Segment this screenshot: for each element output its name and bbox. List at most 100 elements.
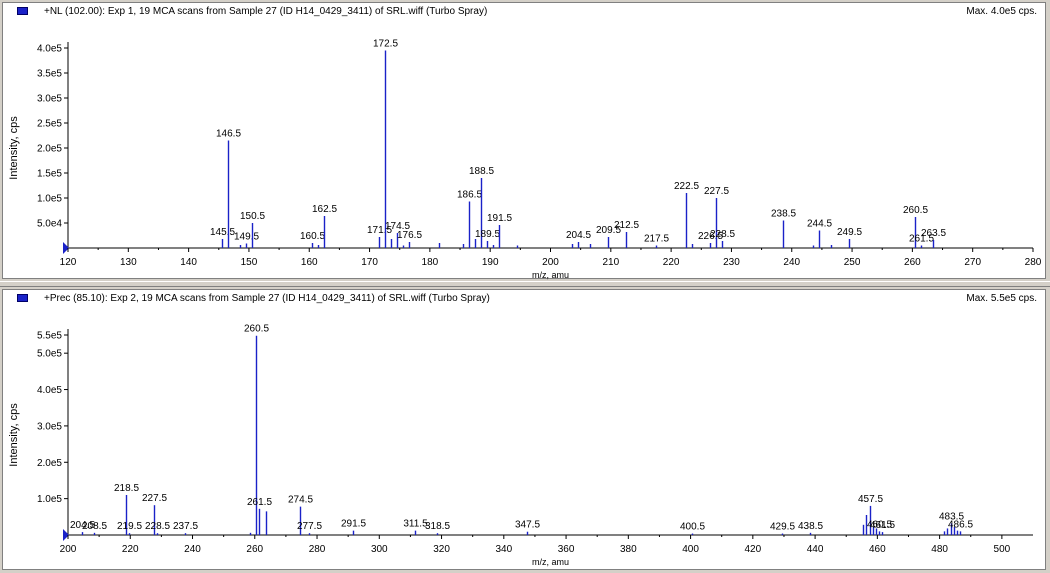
peak-label: 227.5 <box>142 493 167 504</box>
x-tick-label: 170 <box>361 257 378 268</box>
x-tick-label: 160 <box>301 257 318 268</box>
max-intensity-label: Max. 5.5e5 cps. <box>966 293 1037 304</box>
peak-label: 217.5 <box>644 234 669 245</box>
peak-label: 162.5 <box>312 204 337 215</box>
peak-label: 429.5 <box>770 522 795 533</box>
spectrum-plot-bottom[interactable]: 200 220 240 260 280 300 320 340 360 380 400 420 440 4… <box>3 290 1047 571</box>
x-tick-label: 280 <box>309 544 326 555</box>
peak-label: 274.5 <box>288 495 313 506</box>
y-tick-label: 2.5e5 <box>37 119 62 130</box>
x-tick-label: 400 <box>682 544 699 555</box>
peak-label: 438.5 <box>798 521 823 532</box>
x-tick-label: 140 <box>180 257 197 268</box>
peak-label: 486.5 <box>948 519 973 530</box>
peak-label: 261.5 <box>909 234 934 245</box>
y-tick-label: 2.0e5 <box>37 458 62 469</box>
peak-label: 204.5 <box>70 520 95 531</box>
x-tick-label: 340 <box>495 544 512 555</box>
peak-label: 461.5 <box>870 520 895 531</box>
peak-label: 400.5 <box>680 522 705 533</box>
x-tick-label: 270 <box>964 257 981 268</box>
peak-label: 457.5 <box>858 494 883 505</box>
peak-label: 244.5 <box>807 219 832 230</box>
x-tick-label: 200 <box>60 544 77 555</box>
x-tick-label: 220 <box>663 257 680 268</box>
peak-label: 238.5 <box>771 209 796 220</box>
x-tick-label: 220 <box>122 544 139 555</box>
y-axis-label: Intensity, cps <box>8 403 20 467</box>
peak-label: 227.5 <box>704 186 729 197</box>
peak-label: 260.5 <box>903 205 928 216</box>
x-tick-label: 150 <box>241 257 258 268</box>
peak-label: 171.5 <box>367 225 392 236</box>
y-tick-label: 5.0e4 <box>37 219 62 230</box>
peak-label: 219.5 <box>117 521 142 532</box>
peak-label: 228.5 <box>145 521 170 532</box>
y-tick-label: 1.0e5 <box>37 494 62 505</box>
y-tick-label: 1.0e5 <box>37 194 62 205</box>
x-tick-label: 500 <box>994 544 1011 555</box>
peak-label: 172.5 <box>373 39 398 50</box>
peak-label: 263.5 <box>921 228 946 239</box>
peak-label: 149.5 <box>234 232 259 243</box>
peak-label: 261.5 <box>247 497 272 508</box>
x-tick-label: 460 <box>869 544 886 555</box>
peak-label: 145.5 <box>210 227 235 238</box>
x-tick-label: 210 <box>602 257 619 268</box>
peak-label: 208.5 <box>82 521 107 532</box>
y-tick-label: 3.0e5 <box>37 94 62 105</box>
peak-label: 226.5 <box>698 231 723 242</box>
y-axis-label: Intensity, cps <box>8 116 20 180</box>
x-tick-label: 420 <box>744 544 761 555</box>
spectrum-panel-precursor[interactable]: +Prec (85.10): Exp 2, 19 MCA scans from … <box>2 289 1046 570</box>
y-tick-label: 1.5e5 <box>37 169 62 180</box>
peak-label: 146.5 <box>216 129 241 140</box>
peak-label: 204.5 <box>566 230 591 241</box>
x-tick-label: 260 <box>904 257 921 268</box>
spectrum-plot-top[interactable]: 120 130 140 150 160 170 180 190 200 210 220 230 240 2… <box>3 3 1047 281</box>
x-tick-label: 480 <box>931 544 948 555</box>
peak-label: 176.5 <box>397 230 422 241</box>
x-tick-label: 230 <box>723 257 740 268</box>
x-tick-label: 240 <box>184 544 201 555</box>
peak-label: 189.5 <box>475 229 500 240</box>
peak-label: 209.5 <box>596 225 621 236</box>
peak-label: 260.5 <box>244 324 269 335</box>
x-tick-label: 300 <box>371 544 388 555</box>
y-tick-label: 2.0e5 <box>37 144 62 155</box>
x-tick-label: 280 <box>1025 257 1042 268</box>
peak-label: 460.5 <box>867 519 892 530</box>
x-tick-label: 200 <box>542 257 559 268</box>
x-tick-label: 320 <box>433 544 450 555</box>
x-tick-label: 120 <box>60 257 77 268</box>
x-tick-label: 260 <box>246 544 263 555</box>
peak-label: 212.5 <box>614 220 639 231</box>
panel-splitter[interactable] <box>0 281 1050 287</box>
panel-title: +NL (102.00): Exp 1, 19 MCA scans from S… <box>44 6 488 17</box>
y-tick-label: 5.5e5 <box>37 331 62 342</box>
spectrum-panel-neutral-loss[interactable]: +NL (102.00): Exp 1, 19 MCA scans from S… <box>2 2 1047 281</box>
peak-label: 228.5 <box>710 229 735 240</box>
peak-label: 222.5 <box>674 181 699 192</box>
peak-label: 249.5 <box>837 227 862 238</box>
peak-label: 291.5 <box>341 519 366 530</box>
peak-label: 237.5 <box>173 521 198 532</box>
y-tick-label: 4.0e5 <box>37 44 62 55</box>
x-tick-label: 380 <box>620 544 637 555</box>
y-tick-label: 3.5e5 <box>37 69 62 80</box>
x-axis-label: m/z, amu <box>532 270 569 280</box>
series-marker-icon <box>17 7 28 15</box>
x-axis-label: m/z, amu <box>532 557 569 567</box>
x-tick-label: 440 <box>807 544 824 555</box>
y-tick-label: 5.0e5 <box>37 349 62 360</box>
x-tick-label: 240 <box>783 257 800 268</box>
peak-label: 191.5 <box>487 213 512 224</box>
peak-label: 188.5 <box>469 166 494 177</box>
panel-title: +Prec (85.10): Exp 2, 19 MCA scans from … <box>44 293 490 304</box>
x-tick-label: 180 <box>422 257 439 268</box>
series-marker-icon <box>17 294 28 302</box>
axis-origin-marker-icon <box>63 529 69 541</box>
peak-label: 218.5 <box>114 483 139 494</box>
y-tick-label: 4.0e5 <box>37 385 62 396</box>
peak-label: 186.5 <box>457 190 482 201</box>
